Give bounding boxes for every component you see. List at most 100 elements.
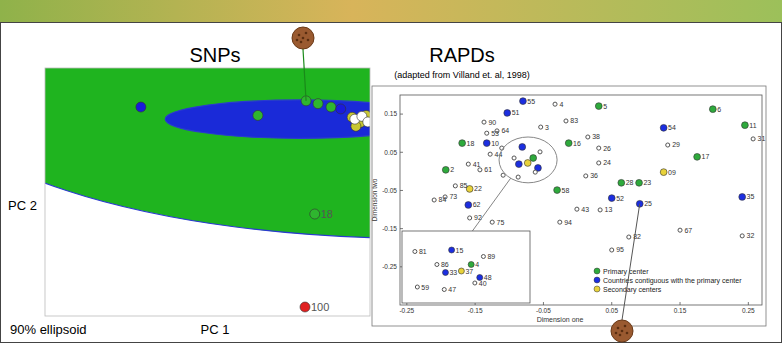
data-point xyxy=(660,169,667,176)
x-tick-label: 0.25 xyxy=(742,307,755,314)
y-tick xyxy=(400,190,403,191)
cookie-icon xyxy=(292,27,314,49)
data-point xyxy=(575,207,579,211)
x-tick xyxy=(680,302,681,305)
data-point xyxy=(751,137,755,141)
inset-point xyxy=(413,250,417,254)
y-tick xyxy=(400,152,403,153)
point-label: 75 xyxy=(497,219,505,226)
data-point xyxy=(524,160,531,167)
inset-point xyxy=(473,281,477,285)
data-point xyxy=(483,140,490,147)
data-point xyxy=(363,117,370,127)
point-label: 26 xyxy=(603,145,611,152)
data-point xyxy=(564,119,568,123)
data-point xyxy=(618,179,625,186)
inset-point xyxy=(458,268,464,274)
point-label: 13 xyxy=(605,206,613,213)
data-point xyxy=(597,146,601,150)
point-labels: 18100 xyxy=(311,208,333,313)
data-point xyxy=(478,168,482,172)
cookie-dot xyxy=(624,325,627,328)
chart: -0.25-0.15-0.050.050.150.25-0.25-0.15-0.… xyxy=(371,44,766,326)
data-point xyxy=(678,228,682,232)
y-tick-label: -0.25 xyxy=(382,263,397,270)
x-tick-label: 0.15 xyxy=(674,307,687,314)
point-label: 24 xyxy=(603,159,611,166)
data-point xyxy=(694,153,701,160)
point-labels: 1825611171658282355511052253554620922536… xyxy=(439,98,766,254)
cookie-dot xyxy=(305,32,308,35)
point-label: 62 xyxy=(473,201,481,208)
confidence-ellipse xyxy=(165,100,370,138)
cookie-dot xyxy=(300,41,303,44)
point-label: 36 xyxy=(590,172,598,179)
data-point xyxy=(136,102,146,112)
data-point xyxy=(253,110,263,120)
data-point xyxy=(740,234,744,238)
point-label: 18 xyxy=(467,140,475,147)
point-label: 09 xyxy=(668,169,676,176)
cookie xyxy=(292,27,314,49)
cookie-dot xyxy=(626,332,629,335)
point-label: 51 xyxy=(512,109,520,116)
plot-area xyxy=(432,98,755,252)
inset-point xyxy=(442,288,446,292)
data-point xyxy=(742,122,749,129)
figure-frame xyxy=(372,86,766,326)
cookie-dot xyxy=(617,327,620,330)
data-point xyxy=(558,220,562,224)
cookie-dot xyxy=(621,330,624,333)
cookie-dot xyxy=(619,334,622,337)
point-label: 52 xyxy=(616,195,624,202)
x-tick-label: -0.05 xyxy=(536,307,551,314)
inset-point xyxy=(415,285,419,289)
point-label: 5 xyxy=(603,103,607,110)
point-label: 58 xyxy=(561,187,569,194)
point-label: 17 xyxy=(702,153,710,160)
x-tick xyxy=(543,302,544,305)
inset-point-label: 37 xyxy=(465,268,473,275)
data-point xyxy=(300,302,310,312)
annotation: 90% ellipsoid xyxy=(10,322,87,337)
point-label: 32 xyxy=(747,232,755,239)
legend-marker xyxy=(594,277,600,283)
data-point xyxy=(336,104,346,114)
zoom-region xyxy=(499,137,557,183)
point-label: 53 xyxy=(491,130,499,137)
data-point xyxy=(504,110,511,117)
data-point xyxy=(519,144,526,151)
point-label: 54 xyxy=(668,124,676,131)
data-point xyxy=(453,184,457,188)
x-tick-label: -0.15 xyxy=(468,307,483,314)
point-label: 16 xyxy=(573,140,581,147)
inset-point xyxy=(435,263,439,267)
y-tick xyxy=(400,114,403,115)
point-label: 64 xyxy=(501,127,509,134)
point-label: 22 xyxy=(474,185,482,192)
data-point xyxy=(520,98,527,105)
point-label: 90 xyxy=(488,119,496,126)
data-point xyxy=(627,235,631,239)
data-point xyxy=(538,150,542,154)
point-label: 85 xyxy=(460,182,468,189)
title-band xyxy=(0,0,782,22)
x-tick xyxy=(748,302,749,305)
cookie-dot xyxy=(296,39,299,42)
data-point xyxy=(488,152,492,156)
data-point xyxy=(595,103,602,110)
inset: 415334837815947408689 xyxy=(402,231,530,303)
data-point xyxy=(539,125,543,129)
chart-subtitle: (adapted from Villand et. al, 1998) xyxy=(394,70,529,80)
data-point xyxy=(584,174,588,178)
legend: Primary centerCountries contiguous with … xyxy=(594,268,742,294)
point-label: 61 xyxy=(484,166,492,173)
point-label: 83 xyxy=(570,117,578,124)
data-point xyxy=(310,209,320,219)
data-point xyxy=(512,156,516,160)
data-point xyxy=(586,135,590,139)
point-label: 35 xyxy=(747,193,755,200)
data-point xyxy=(326,102,336,112)
data-point xyxy=(636,179,643,186)
data-point xyxy=(739,194,746,201)
